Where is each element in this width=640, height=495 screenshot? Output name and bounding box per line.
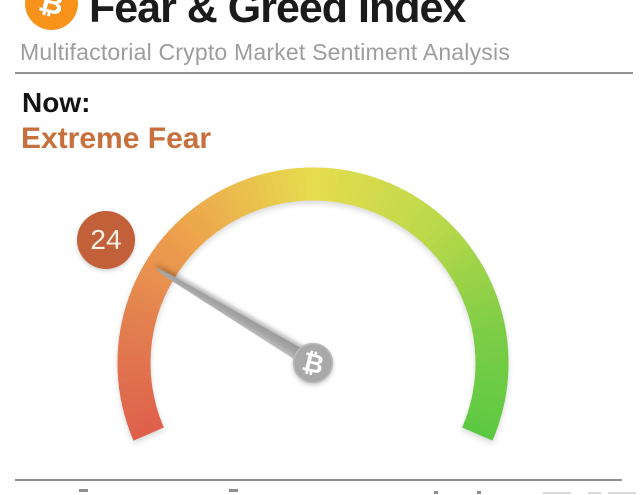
cropped-text-fragment [608,492,636,494]
cropped-text-fragment [434,491,438,494]
gauge-value-badge: 24 [77,211,135,269]
cropped-text-fragment [79,489,88,492]
cropped-text-fragment [543,492,571,494]
sentiment-value: Extreme Fear [21,122,212,155]
page-title: Fear & Greed Index [89,0,466,32]
gauge-arc [117,167,509,441]
cropped-text-fragment [229,489,238,492]
page-subtitle: Multifactorial Crypto Market Sentiment A… [20,39,511,65]
gauge-needle [155,267,317,369]
gauge-hub: ₿ [292,342,334,384]
gauge-value: 24 [90,224,122,255]
cropped-text-fragment [588,492,601,494]
now-label: Now: [22,87,91,118]
cropped-text-fragment [477,491,481,494]
footer-divider [15,479,622,481]
header-divider [15,72,633,74]
